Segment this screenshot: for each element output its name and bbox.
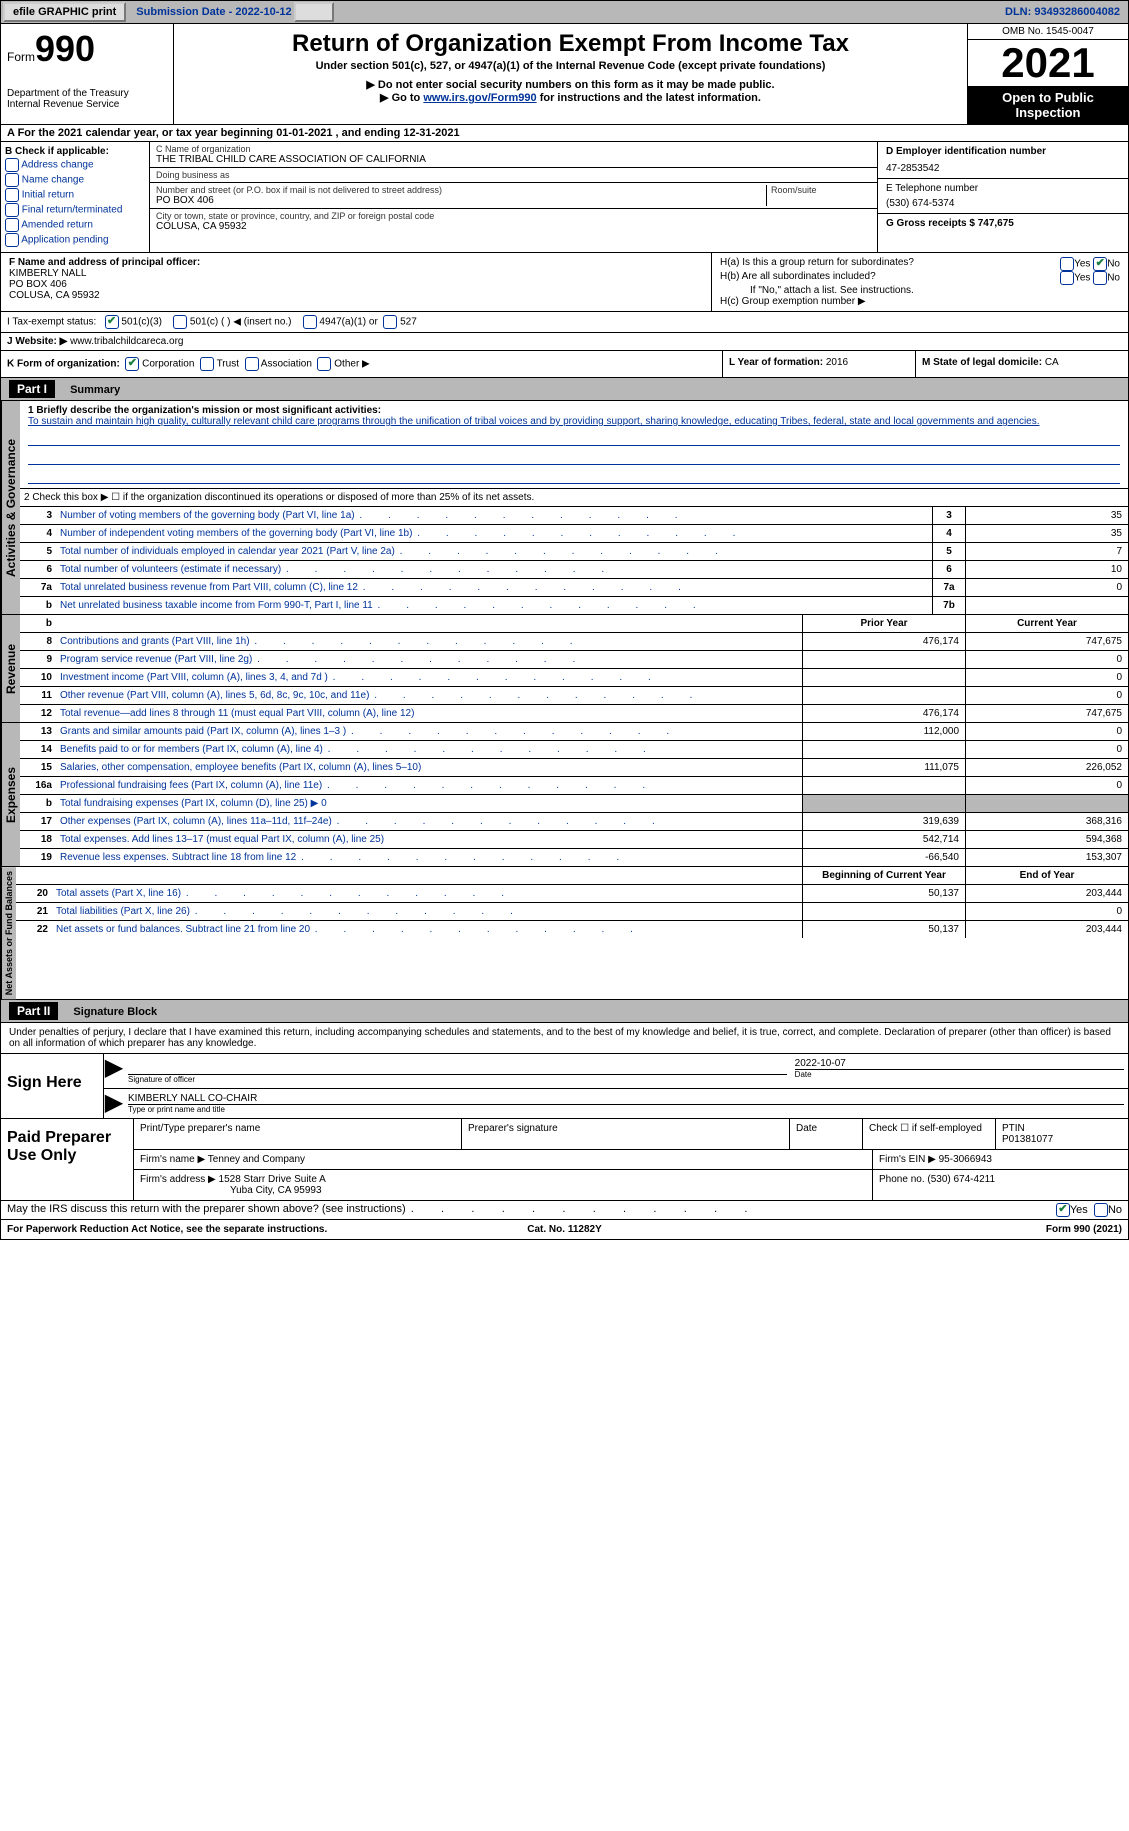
line-6: 6Total number of volunteers (estimate if…	[20, 561, 1128, 579]
line-16a: 16aProfessional fundraising fees (Part I…	[20, 777, 1128, 795]
submission-date-label: Submission Date - 2022-10-12	[128, 6, 291, 18]
activities-governance: Activities & Governance 1 Briefly descri…	[0, 401, 1129, 615]
vtab-net-assets: Net Assets or Fund Balances	[1, 867, 16, 999]
part-2-header: Part II Signature Block	[0, 1000, 1129, 1023]
line-a-tax-year: A For the 2021 calendar year, or tax yea…	[0, 125, 1129, 142]
rev-header: b Prior Year Current Year	[20, 615, 1128, 633]
paid-preparer-block: Paid Preparer Use Only Print/Type prepar…	[0, 1119, 1129, 1201]
discuss-line: May the IRS discuss this return with the…	[0, 1201, 1129, 1220]
city-state-zip: COLUSA, CA 95932	[156, 221, 871, 232]
line-21: 21Total liabilities (Part X, line 26)0	[16, 903, 1128, 921]
open-to-public: Open to Public Inspection	[968, 86, 1128, 124]
form-subtitle: Under section 501(c), 527, or 4947(a)(1)…	[182, 60, 959, 72]
line-3: 3Number of voting members of the governi…	[20, 507, 1128, 525]
form-header: Form990 Department of the Treasury Inter…	[0, 24, 1129, 125]
line-4: 4Number of independent voting members of…	[20, 525, 1128, 543]
mission-block: 1 Briefly describe the organization's mi…	[20, 401, 1128, 489]
line-i: I Tax-exempt status: 501(c)(3) 501(c) ( …	[0, 312, 1129, 333]
ein: 47-2853542	[886, 163, 1120, 174]
line-9: 9Program service revenue (Part VIII, lin…	[20, 651, 1128, 669]
box-f: F Name and address of principal officer:…	[1, 253, 712, 311]
line-7a: 7aTotal unrelated business revenue from …	[20, 579, 1128, 597]
firm-name: Tenney and Company	[208, 1154, 305, 1165]
line-18: 18Total expenses. Add lines 13–17 (must …	[20, 831, 1128, 849]
net-assets-block: Net Assets or Fund Balances Beginning of…	[0, 867, 1129, 1000]
expenses-block: Expenses 13Grants and similar amounts pa…	[0, 723, 1129, 867]
page-footer: For Paperwork Reduction Act Notice, see …	[0, 1220, 1129, 1240]
ptin: P01381077	[1002, 1134, 1053, 1145]
firm-ein: 95-3066943	[939, 1154, 992, 1165]
box-h: H(a) Is this a group return for subordin…	[712, 253, 1128, 311]
tax-year: 2021	[968, 40, 1128, 86]
top-bar: efile GRAPHIC print Submission Date - 20…	[0, 0, 1129, 24]
line-20: 20Total assets (Part X, line 16)50,13720…	[16, 885, 1128, 903]
box-c: C Name of organization THE TRIBAL CHILD …	[150, 142, 877, 252]
box-d: D Employer identification number 47-2853…	[877, 142, 1128, 252]
sign-date: 2022-10-07	[795, 1058, 1124, 1069]
street-address: PO BOX 406	[156, 195, 766, 206]
line-14: 14Benefits paid to or for members (Part …	[20, 741, 1128, 759]
line-5: 5Total number of individuals employed in…	[20, 543, 1128, 561]
line-11: 11Other revenue (Part VIII, column (A), …	[20, 687, 1128, 705]
line-15: 15Salaries, other compensation, employee…	[20, 759, 1128, 777]
revenue-block: Revenue b Prior Year Current Year 8Contr…	[0, 615, 1129, 723]
dln: DLN: 93493286004082	[1005, 6, 1128, 18]
efile-print-button[interactable]: efile GRAPHIC print	[3, 2, 126, 22]
line-13: 13Grants and similar amounts paid (Part …	[20, 723, 1128, 741]
mission-text: To sustain and maintain high quality, cu…	[28, 416, 1040, 427]
goto-link-line: ▶ Go to www.irs.gov/Form990 for instruct…	[182, 91, 959, 104]
line-17: 17Other expenses (Part IX, column (A), l…	[20, 813, 1128, 831]
identity-section: B Check if applicable: Address change Na…	[0, 142, 1129, 253]
form-title: Return of Organization Exempt From Incom…	[182, 30, 959, 58]
sign-here-block: Sign Here ▶ Signature of officer 2022-10…	[0, 1054, 1129, 1119]
gross-receipts: G Gross receipts $ 747,675	[886, 218, 1014, 229]
irs-link[interactable]: www.irs.gov/Form990	[423, 92, 536, 104]
officer-group-section: F Name and address of principal officer:…	[0, 253, 1129, 312]
org-name: THE TRIBAL CHILD CARE ASSOCIATION OF CAL…	[156, 154, 871, 165]
box-b: B Check if applicable: Address change Na…	[1, 142, 150, 252]
line-22: 22Net assets or fund balances. Subtract …	[16, 921, 1128, 938]
part-1-header: Part I Summary	[0, 378, 1129, 401]
line-10: 10Investment income (Part VIII, column (…	[20, 669, 1128, 687]
preparer-phone: (530) 674-4211	[927, 1174, 995, 1185]
dept-treasury: Department of the Treasury	[7, 88, 167, 99]
line-8: 8Contributions and grants (Part VIII, li…	[20, 633, 1128, 651]
officer-name-title: KIMBERLY NALL CO-CHAIR	[128, 1093, 1124, 1104]
vtab-revenue: Revenue	[1, 615, 20, 722]
omb-number: OMB No. 1545-0047	[968, 24, 1128, 40]
perjury-statement: Under penalties of perjury, I declare th…	[0, 1023, 1129, 1054]
line-16b: bTotal fundraising expenses (Part IX, co…	[20, 795, 1128, 813]
net-header: Beginning of Current Year End of Year	[16, 867, 1128, 885]
vtab-expenses: Expenses	[1, 723, 20, 866]
blank-button[interactable]	[294, 2, 334, 22]
phone: (530) 674-5374	[886, 198, 1120, 209]
line-7b: bNet unrelated business taxable income f…	[20, 597, 1128, 614]
line-k: K Form of organization: Corporation Trus…	[0, 351, 1129, 378]
line-j: J Website: ▶ www.tribalchildcareca.org	[0, 333, 1129, 351]
website: www.tribalchildcareca.org	[70, 336, 183, 347]
irs-label: Internal Revenue Service	[7, 99, 167, 110]
line-19: 19Revenue less expenses. Subtract line 1…	[20, 849, 1128, 866]
ssn-warning: ▶ Do not enter social security numbers o…	[182, 78, 959, 91]
line-2: 2 Check this box ▶ ☐ if the organization…	[20, 489, 1128, 507]
vtab-activities: Activities & Governance	[1, 401, 20, 614]
line-12: 12Total revenue—add lines 8 through 11 (…	[20, 705, 1128, 722]
form-number: Form990	[7, 28, 167, 70]
